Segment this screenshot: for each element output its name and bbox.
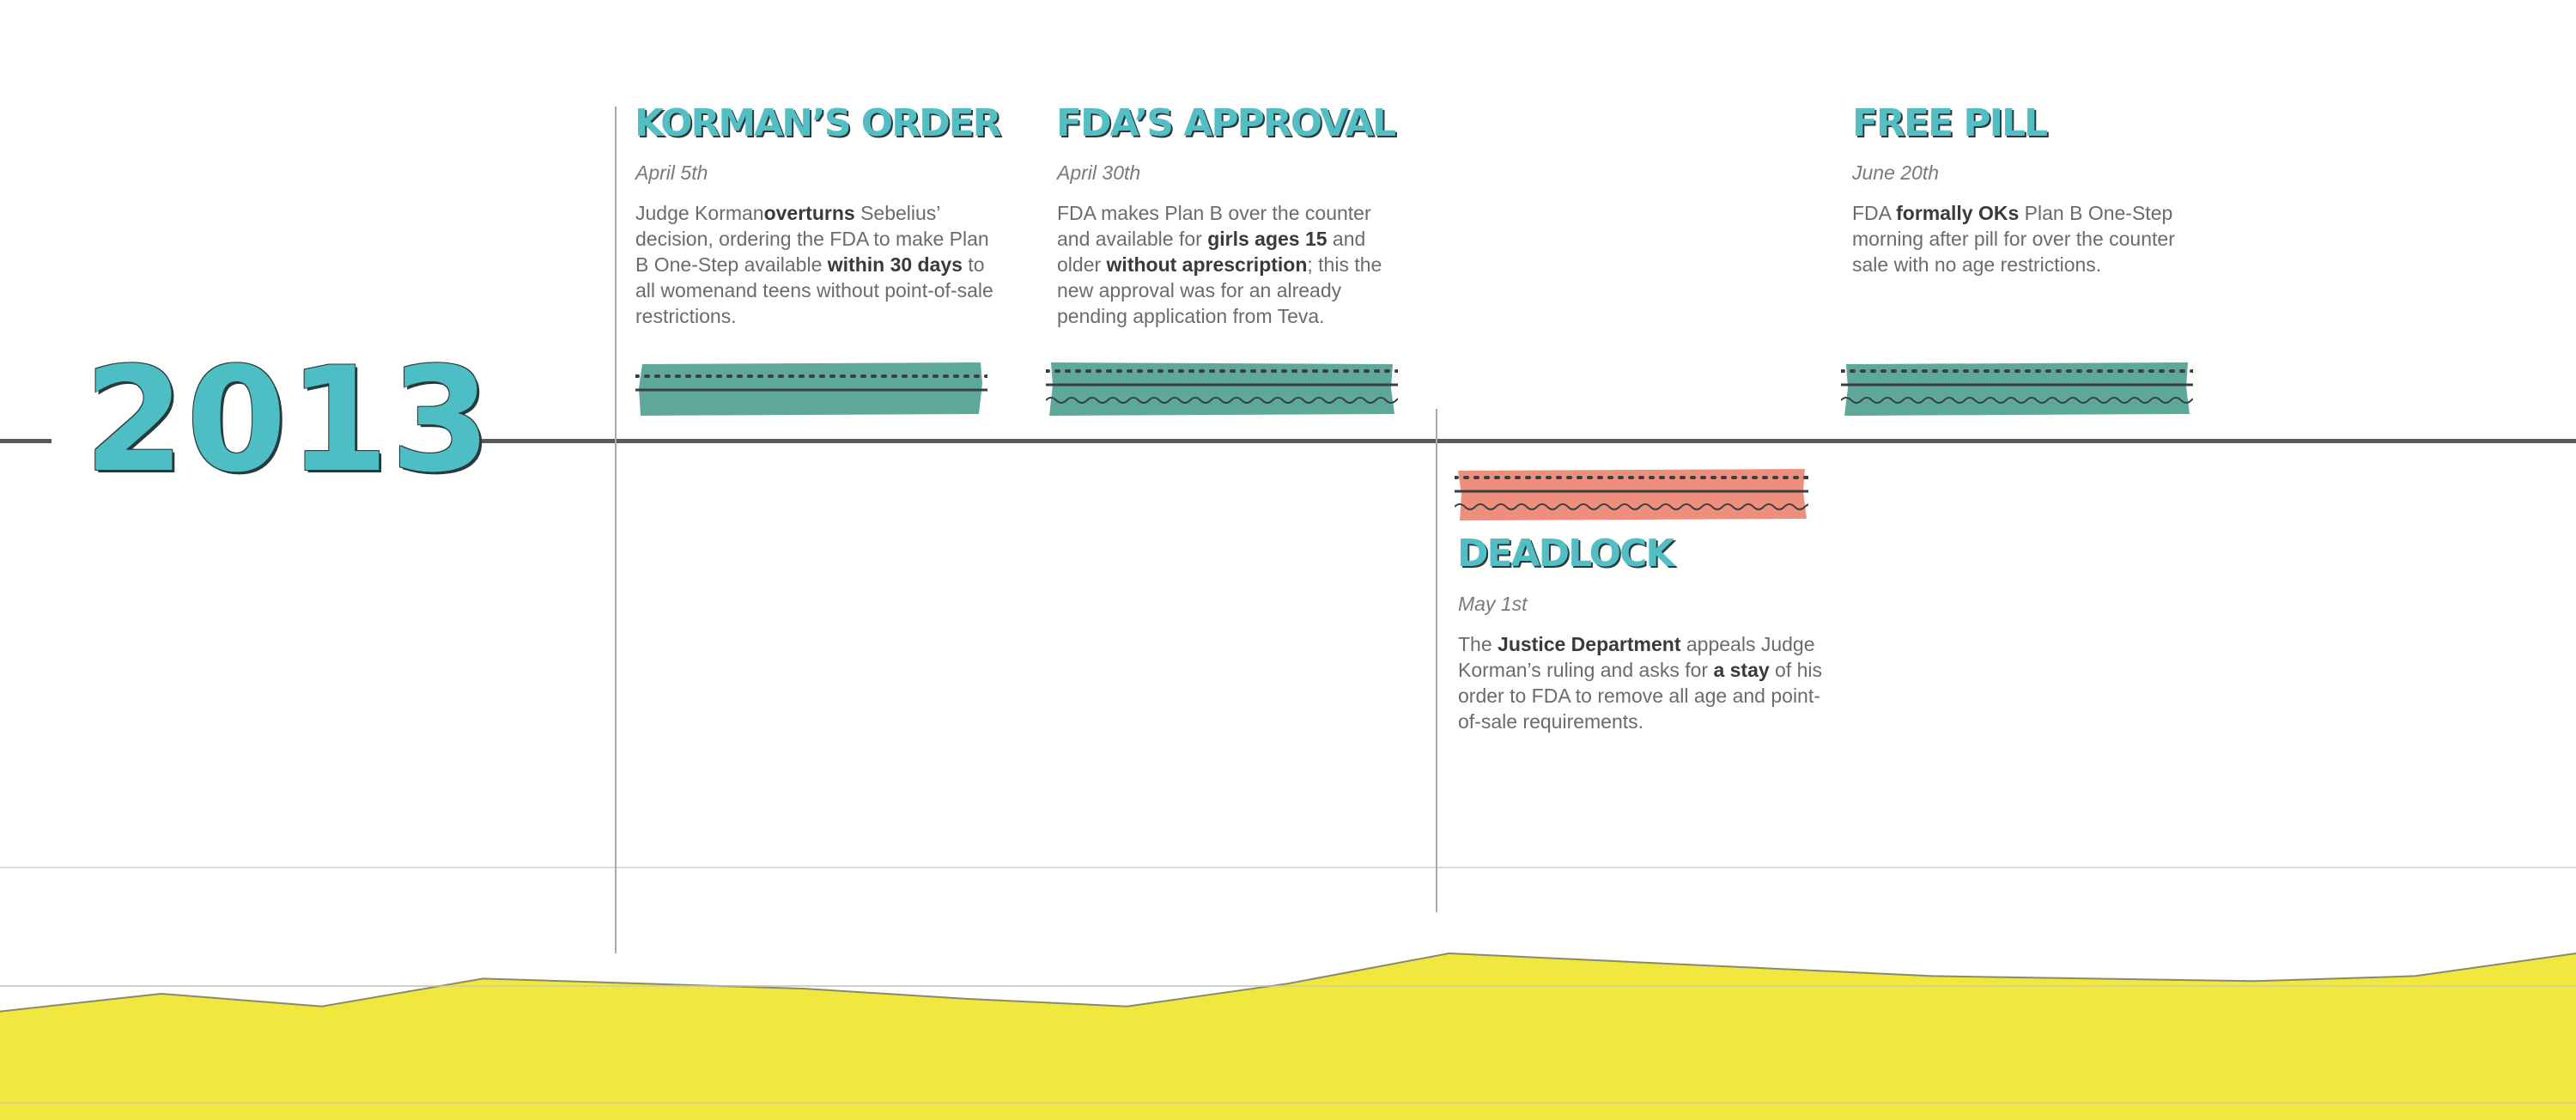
- emphasis-text: formally OKs: [1896, 202, 2020, 224]
- event-description: Judge Kormanoverturns Sebelius’ decision…: [635, 200, 996, 329]
- body-text: ; this the new approval was for an alrea…: [1057, 253, 1382, 327]
- event-description: FDA makes Plan B over the counter and av…: [1057, 200, 1400, 329]
- area-series-outline: [0, 952, 2576, 1013]
- event-title: FREE PILL: [1852, 101, 2048, 145]
- body-text: of his order to FDA to remove all age an…: [1458, 659, 1823, 733]
- body-text: Plan B One-Step morning after pill for o…: [1852, 202, 2175, 276]
- event-title: FDA’S APPROVAL: [1056, 101, 1396, 145]
- year-background: [52, 404, 472, 481]
- tape-decoration: [1455, 469, 1808, 520]
- emphasis-text: a stay: [1713, 659, 1770, 681]
- year-label: 2013: [84, 336, 493, 504]
- event-title: KORMAN’S ORDER: [635, 101, 1002, 145]
- connector-deadlock: [1436, 409, 1437, 912]
- body-text: to all womenand teens without point-of-s…: [635, 253, 993, 327]
- event-date: April 30th: [1057, 161, 1141, 184]
- body-text: The: [1458, 633, 1498, 655]
- emphasis-text: girls ages 15: [1207, 228, 1327, 250]
- tape-decoration: [635, 362, 987, 416]
- activity-area-chart: [0, 867, 2576, 1120]
- event-date: April 5th: [635, 161, 708, 184]
- event-title: DEADLOCK: [1457, 532, 1674, 575]
- body-text: appeals Judge Korman’s ruling and asks f…: [1458, 633, 1815, 681]
- timeline-axis: [0, 439, 2576, 443]
- emphasis-text: without aprescription: [1106, 253, 1308, 276]
- event-date: May 1st: [1458, 593, 1528, 615]
- tape-decoration: [1841, 362, 2193, 416]
- body-text: and older: [1057, 228, 1366, 276]
- emphasis-text: within 30 days: [827, 253, 963, 276]
- connector-korman: [615, 107, 617, 953]
- body-text: FDA: [1852, 202, 1897, 224]
- body-text: Judge Korman: [635, 202, 764, 224]
- tape-decoration: [1046, 362, 1398, 416]
- emphasis-text: Justice Department: [1498, 633, 1681, 655]
- emphasis-text: overturns: [763, 202, 855, 224]
- event-description: The Justice Department appeals Judge Kor…: [1458, 631, 1827, 734]
- event-date: June 20th: [1852, 161, 1940, 184]
- area-series: [0, 953, 2576, 1120]
- event-description: FDA formally OKs Plan B One-Step morning…: [1852, 200, 2213, 277]
- body-text: Sebelius’ decision, ordering the FDA to …: [635, 202, 989, 276]
- body-text: FDA makes Plan B over the counter and av…: [1057, 202, 1371, 250]
